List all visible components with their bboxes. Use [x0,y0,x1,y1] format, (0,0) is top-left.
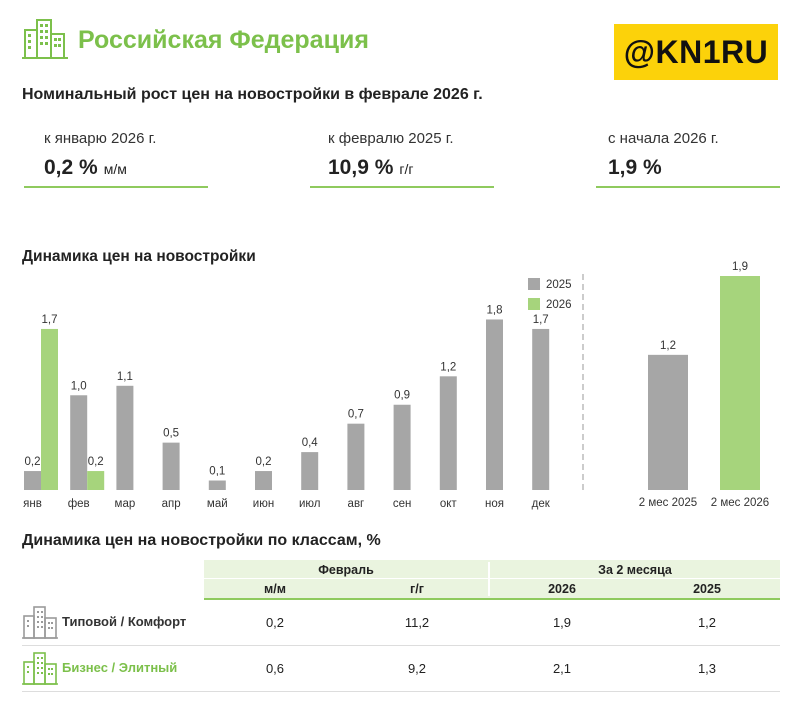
bar-2025 [439,376,457,490]
bar-2025 [347,423,365,490]
table-row: Бизнес / Элитный 0,6 9,2 2,1 1,3 [22,646,780,692]
kpi-month: к январю 2026 г. 0,2 % м/м [24,126,208,188]
x-tick-label: сен [393,498,412,510]
table-row: Типовой / Комфорт 0,2 11,2 1,9 1,2 [22,600,780,646]
row-divider [22,691,780,692]
data-label-2025: 0,1 [209,466,225,478]
buildings-logo-icon [22,16,68,60]
data-label-2025: 0,2 [256,456,272,468]
bar-2025 [162,442,180,490]
kpi-unit: г/г [399,161,414,177]
bar-2025 [301,452,319,490]
data-label-2025: 0,9 [394,390,410,402]
region-title: Российская Федерация [78,26,369,54]
cell-mm: 0,6 [265,661,285,676]
data-label-2025: 1,7 [533,314,549,326]
kpi-year: к февралю 2025 г. 10,9 % г/г [310,126,494,188]
kpi-label: к январю 2026 г. [44,130,157,147]
x-tick-label: май [207,498,228,510]
business-buildings-icon [22,650,58,691]
data-label-2025: 1,0 [71,380,87,392]
subheader-2026: 2026 [548,582,576,596]
cell-yy: 9,2 [407,661,427,676]
class-name: Бизнес / Элитный [62,660,178,675]
bar-2025 [208,480,226,490]
data-label-2026: 0,2 [88,456,104,468]
bar-2025 [255,471,272,490]
bar-2026 [41,328,58,490]
data-label-2025: 1,2 [440,361,456,373]
cell-yy: 11,2 [404,615,430,630]
cumulative-bar [648,354,688,490]
x-tick-label: ноя [485,498,504,510]
x-tick-label: 2 мес 2025 [639,497,697,509]
cumulative-bar-chart: 1,2 2 мес 2025 1,9 2 мес 2026 [639,261,769,509]
bar-2026 [87,471,105,490]
kpi-underline [310,186,494,188]
subheader-mm: м/м [264,582,286,596]
kpi-underline [24,186,208,188]
cumulative-data-label: 1,9 [732,261,748,273]
x-tick-label: фев [68,498,90,510]
subheader-2025: 2025 [693,582,721,596]
x-tick-label: авг [348,498,365,510]
data-label-2026: 1,7 [42,314,58,326]
cell-2026: 1,9 [552,615,572,630]
row-divider [22,645,780,646]
monthly-bar-chart: 0,2 1,7 янв 1,0 0,2 фев 1,1 мар 0,5 апр 0,1 май 0,2 и… [23,278,572,510]
legend-swatch-2025 [528,278,540,290]
kpi-label: к февралю 2025 г. [328,130,454,147]
classes-table: Февраль За 2 месяца м/м г/г 2026 2025 Ти… [22,560,780,694]
kpi-label: с начала 2026 г. [608,130,719,147]
x-tick-label: мар [115,498,136,510]
x-tick-label: дек [532,498,551,510]
group-header-february: Февраль [318,563,374,577]
page-subtitle: Номинальный рост цен на новостройки в фе… [22,86,483,103]
legend-label-2026: 2026 [546,299,572,311]
kpi-ytd: с начала 2026 г. 1,9 % [596,126,780,188]
bar-2025 [24,471,41,490]
x-tick-label: окт [440,498,458,510]
data-label-2025: 1,1 [117,371,133,383]
data-label-2025: 0,7 [348,409,364,421]
x-tick-label: июл [299,498,321,510]
brand-badge[interactable]: @KN1RU [614,24,778,80]
class-name: Типовой / Комфорт [62,614,187,629]
legend-swatch-2026 [528,298,540,310]
data-label-2025: 1,8 [487,304,503,316]
data-label-2025: 0,5 [163,428,179,440]
bar-2025 [116,385,134,490]
data-label-2025: 0,2 [25,456,41,468]
bar-2025 [486,319,503,490]
bar-2025 [70,395,88,490]
legend-label-2025: 2025 [546,279,572,291]
x-tick-label: июн [253,498,274,510]
kpi-value: 1,9 % [608,156,662,179]
comfort-buildings-icon [22,604,58,645]
group-header-two-months: За 2 месяца [598,563,672,577]
kpi-value: 0,2 % м/м [44,156,127,179]
subheader-yy: г/г [410,582,424,596]
kpi-value: 10,9 % г/г [328,156,414,179]
cell-2025: 1,2 [697,615,717,630]
kpi-unit: м/м [103,161,127,177]
cell-2026: 2,1 [552,661,572,676]
chart-title: Динамика цен на новостройки [22,248,256,265]
bar-2025 [532,328,550,490]
x-tick-label: 2 мес 2026 [711,497,769,509]
kpi-underline [596,186,780,188]
x-tick-label: янв [23,498,42,510]
table-header-band [204,560,780,598]
cell-2025: 1,3 [697,661,717,676]
cell-mm: 0,2 [265,615,285,630]
cumulative-data-label: 1,2 [660,340,676,352]
classes-title: Динамика цен на новостройки по классам, … [22,532,381,549]
bar-2025 [393,404,411,490]
cumulative-bar [720,276,760,490]
chart-divider [582,274,584,490]
x-tick-label: апр [162,498,181,510]
data-label-2025: 0,4 [302,437,319,449]
header-underline [204,598,780,600]
